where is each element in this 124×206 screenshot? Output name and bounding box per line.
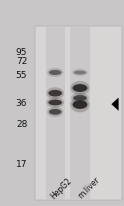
Text: 17: 17 [16,159,27,168]
Ellipse shape [47,68,63,78]
Text: HepG2: HepG2 [49,175,74,200]
Ellipse shape [73,96,87,101]
Text: 28: 28 [16,119,27,128]
Text: 55: 55 [16,71,27,80]
Ellipse shape [70,97,90,113]
Ellipse shape [46,88,64,100]
Ellipse shape [49,70,61,76]
Ellipse shape [71,93,89,104]
Bar [46,27,65,200]
Ellipse shape [47,107,63,117]
Bar [35,27,122,200]
Text: m.liver: m.liver [77,175,102,200]
Text: 95: 95 [16,48,27,57]
Ellipse shape [73,101,87,109]
Ellipse shape [72,69,88,77]
Bar [70,27,90,200]
Text: 72: 72 [16,56,27,65]
Text: 36: 36 [16,98,27,108]
Ellipse shape [70,82,90,96]
Ellipse shape [73,85,87,92]
Ellipse shape [46,98,64,108]
Polygon shape [112,98,118,111]
Ellipse shape [48,100,62,106]
Ellipse shape [49,109,61,115]
Ellipse shape [74,71,86,75]
Ellipse shape [48,90,62,97]
